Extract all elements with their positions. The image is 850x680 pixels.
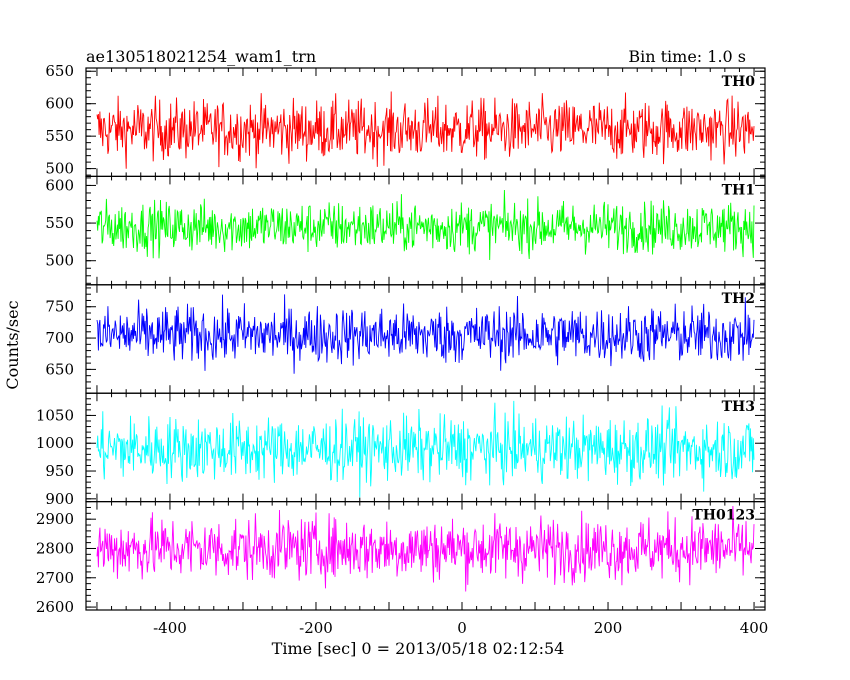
y-tick-label: 500 xyxy=(45,160,74,178)
panel-th3: 900 950 1000 1050 TH3 xyxy=(36,392,766,508)
panel-label-th0: TH0 xyxy=(722,74,756,90)
panel-label-th0123: TH0123 xyxy=(692,508,755,524)
panel-th0: 500 550 600 650 TH0 xyxy=(45,62,766,178)
x-tick-label: 400 xyxy=(740,619,769,637)
y-tick-label: 700 xyxy=(45,329,74,347)
panel-th0123: 2600 2700 2800 2900 TH0123 xyxy=(36,501,766,616)
y-tick-label: 1050 xyxy=(36,406,74,424)
y-tick-label: 650 xyxy=(45,62,74,80)
x-tick-label: 0 xyxy=(457,619,467,637)
panel-label-th1: TH1 xyxy=(722,182,755,198)
x-axis: -400 -200 0 200 400 xyxy=(153,619,768,637)
y-tick-label: 500 xyxy=(45,252,74,270)
y-tick-label: 550 xyxy=(45,214,74,232)
panel-th1: 500 550 600 TH1 xyxy=(45,175,766,286)
bin-time-label: Bin time: 1.0 s xyxy=(628,47,746,66)
y-tick-label: 900 xyxy=(45,490,74,508)
panel-th2: 650 700 750 TH2 xyxy=(45,284,766,394)
y-tick-label: 2900 xyxy=(36,510,74,528)
panel-label-th3: TH3 xyxy=(722,399,755,415)
y-axis-title: Counts/sec xyxy=(3,300,22,389)
y-tick-label: 600 xyxy=(45,95,74,113)
x-tick-label: -400 xyxy=(153,619,187,637)
series-line-th0123 xyxy=(96,505,755,592)
x-tick-label: -200 xyxy=(299,619,333,637)
chart-title: ae130518021254_wam1_trn xyxy=(86,47,316,66)
y-tick-label: 2700 xyxy=(36,569,74,587)
y-tick-label: 2600 xyxy=(36,598,74,616)
series-line-th3 xyxy=(96,400,755,498)
series-line-th1 xyxy=(96,189,755,261)
y-tick-label: 750 xyxy=(45,298,74,316)
panels-group: 500 550 600 650 TH0 500 550 600 TH1 650 700 750 TH2 9… xyxy=(36,62,766,616)
series-line-th2 xyxy=(96,294,755,374)
y-tick-label: 2800 xyxy=(36,539,74,557)
series-line-th0 xyxy=(96,91,755,169)
y-tick-label: 600 xyxy=(45,176,74,194)
x-axis-title: Time [sec] 0 = 2013/05/18 02:12:54 xyxy=(272,639,565,658)
y-tick-label: 950 xyxy=(45,462,74,480)
panel-frame xyxy=(85,501,766,611)
y-tick-label: 1000 xyxy=(36,434,74,452)
y-tick-label: 650 xyxy=(45,360,74,378)
panel-label-th2: TH2 xyxy=(722,291,755,307)
y-tick-label: 550 xyxy=(45,127,74,145)
x-tick-label: 200 xyxy=(594,619,623,637)
